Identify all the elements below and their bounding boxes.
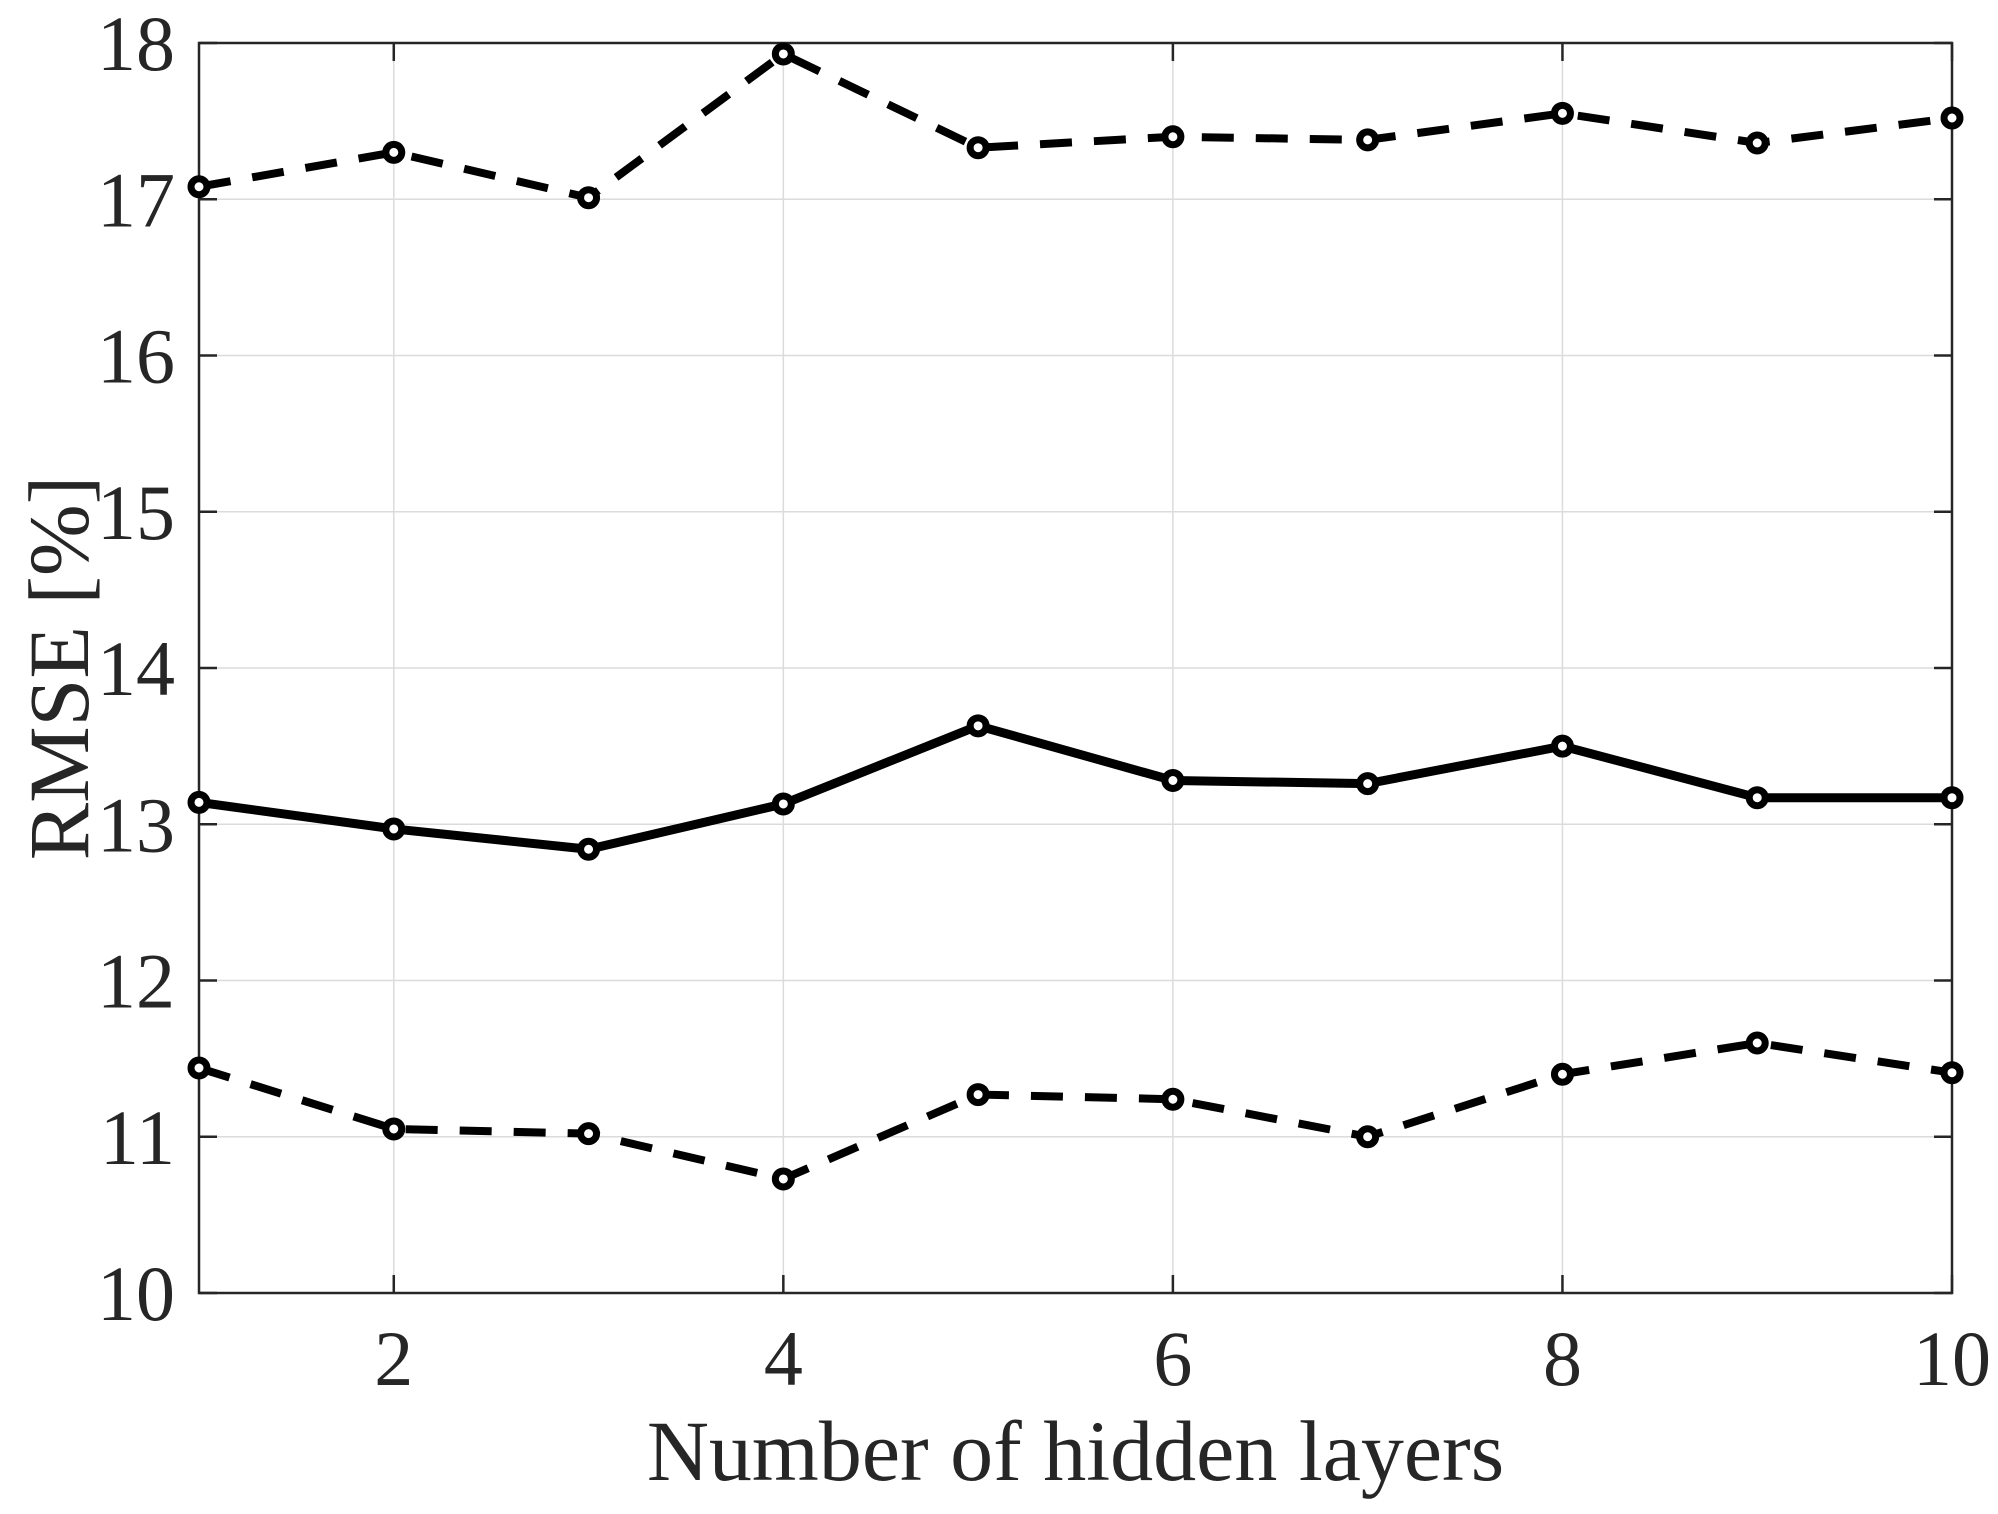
data-marker-mean-solid [382, 817, 406, 841]
series-lines [197, 49, 1953, 1183]
data-marker-mean-solid [1550, 734, 1574, 758]
axis-ticks [199, 41, 1954, 1295]
y-tick-label: 15 [97, 469, 175, 556]
data-marker-mean-solid [966, 714, 990, 738]
tick-labels: 10 11 12 13 14 15 16 17 18 2 4 6 8 10 [97, 0, 1991, 1402]
data-marker-upper-bound-dashed [1161, 125, 1185, 149]
series-markers [187, 42, 1964, 1191]
y-tick-label: 16 [97, 313, 175, 400]
data-marker-lower-bound-dashed [1161, 1087, 1185, 1111]
data-marker-mean-solid [1940, 786, 1964, 810]
y-tick-label: 11 [100, 1094, 175, 1181]
x-tick-label: 6 [1153, 1315, 1192, 1402]
data-marker-mean-solid [187, 790, 211, 814]
gridlines [199, 42, 1953, 1294]
data-marker-upper-bound-dashed [771, 42, 795, 66]
y-axis-label: RMSE [%] [11, 476, 107, 861]
y-tick-label: 17 [97, 156, 175, 243]
y-tick-label: 12 [97, 938, 175, 1025]
data-marker-mean-solid [1356, 772, 1380, 796]
data-marker-lower-bound-dashed [1550, 1062, 1574, 1086]
data-marker-lower-bound-dashed [577, 1122, 601, 1146]
data-marker-upper-bound-dashed [966, 136, 990, 160]
data-marker-lower-bound-dashed [966, 1083, 990, 1107]
series-line-lower-bound-dashed [197, 1039, 1953, 1183]
data-marker-upper-bound-dashed [1940, 106, 1964, 130]
data-marker-mean-solid [577, 837, 601, 861]
data-marker-lower-bound-dashed [382, 1117, 406, 1141]
data-marker-upper-bound-dashed [382, 140, 406, 164]
x-axis-label: Number of hidden layers [647, 1403, 1504, 1499]
y-tick-label: 10 [97, 1250, 175, 1337]
data-marker-mean-solid [771, 792, 795, 816]
data-marker-mean-solid [1745, 786, 1769, 810]
data-marker-upper-bound-dashed [1745, 131, 1769, 155]
data-marker-lower-bound-dashed [1940, 1061, 1964, 1085]
data-marker-upper-bound-dashed [1356, 128, 1380, 152]
series-line-upper-bound-dashed [198, 49, 1953, 202]
data-marker-upper-bound-dashed [187, 175, 211, 199]
x-tick-label: 10 [1913, 1315, 1991, 1402]
y-tick-label: 13 [97, 781, 175, 868]
data-marker-lower-bound-dashed [187, 1056, 211, 1080]
data-marker-lower-bound-dashed [771, 1167, 795, 1191]
y-tick-label: 14 [97, 625, 175, 712]
data-marker-mean-solid [1161, 769, 1185, 792]
data-marker-upper-bound-dashed [577, 186, 601, 210]
data-marker-upper-bound-dashed [1550, 101, 1574, 125]
series-line-mean-solid [198, 721, 1952, 854]
data-marker-lower-bound-dashed [1745, 1031, 1769, 1055]
x-tick-label: 4 [764, 1315, 803, 1402]
data-marker-lower-bound-dashed [1356, 1125, 1380, 1149]
x-tick-label: 2 [374, 1315, 413, 1402]
x-tick-label: 8 [1543, 1315, 1582, 1402]
y-tick-label: 18 [97, 0, 175, 87]
